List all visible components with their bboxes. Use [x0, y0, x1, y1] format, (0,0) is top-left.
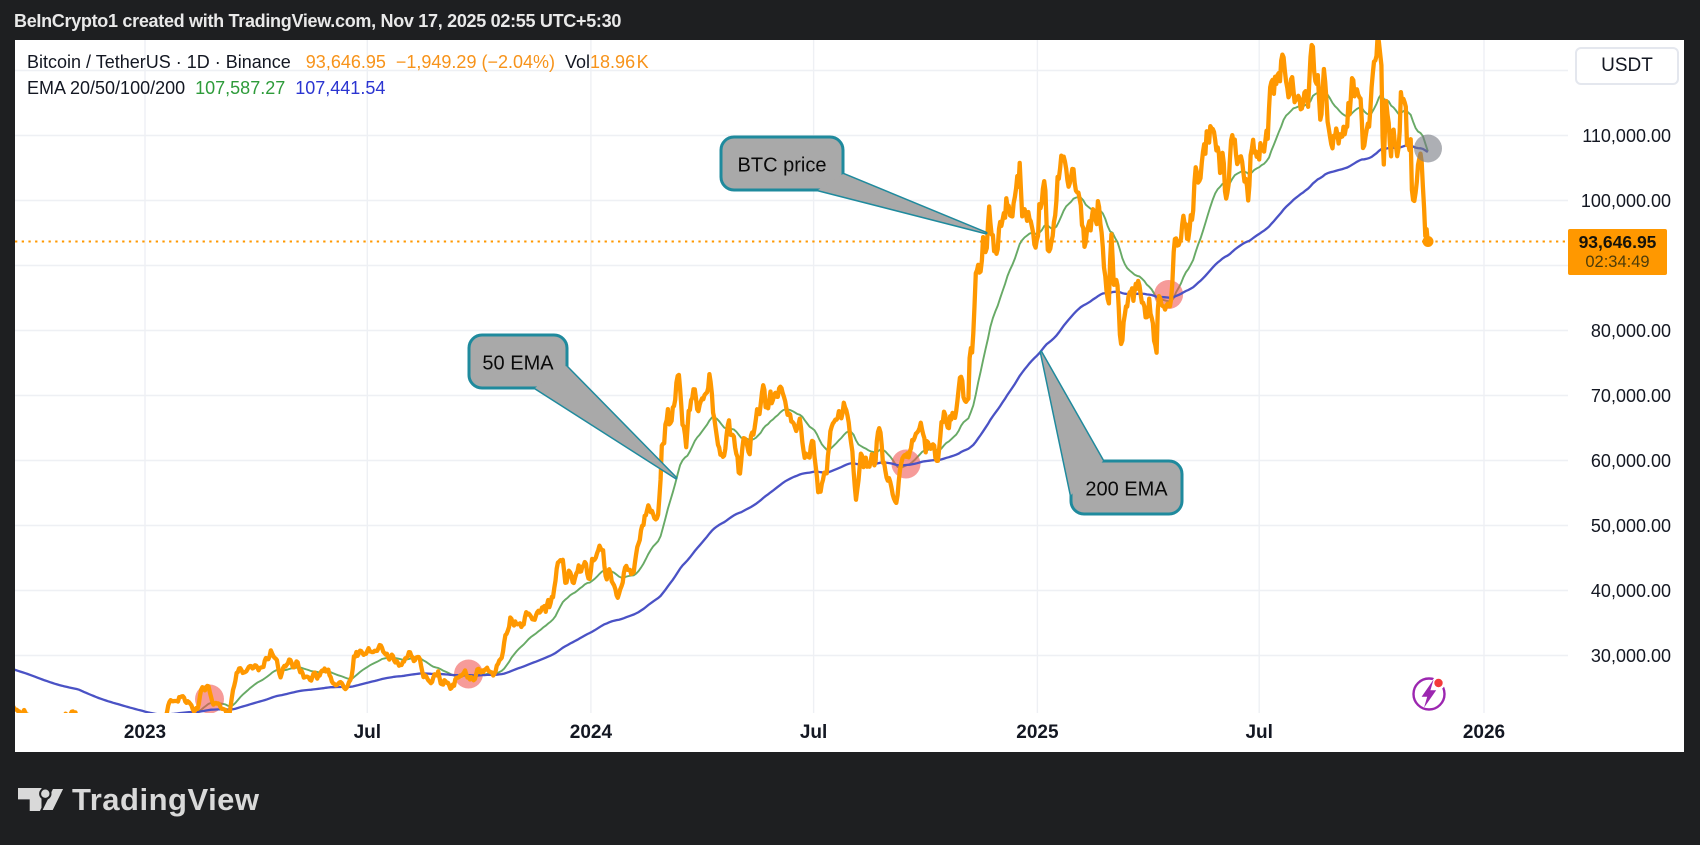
svg-text:200 EMA: 200 EMA — [1085, 479, 1168, 501]
svg-text:50 EMA: 50 EMA — [482, 353, 554, 375]
svg-text:BTC price: BTC price — [738, 155, 827, 177]
